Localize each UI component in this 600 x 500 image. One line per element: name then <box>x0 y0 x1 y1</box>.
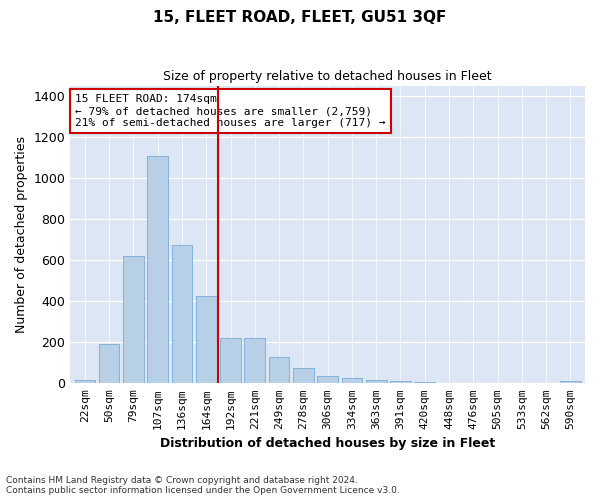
Y-axis label: Number of detached properties: Number of detached properties <box>15 136 28 333</box>
Title: Size of property relative to detached houses in Fleet: Size of property relative to detached ho… <box>163 70 492 83</box>
X-axis label: Distribution of detached houses by size in Fleet: Distribution of detached houses by size … <box>160 437 495 450</box>
Bar <box>269 356 289 384</box>
Bar <box>220 338 241 384</box>
Bar <box>366 380 386 384</box>
Bar <box>390 382 411 384</box>
Text: Contains HM Land Registry data © Crown copyright and database right 2024.
Contai: Contains HM Land Registry data © Crown c… <box>6 476 400 495</box>
Text: 15, FLEET ROAD, FLEET, GU51 3QF: 15, FLEET ROAD, FLEET, GU51 3QF <box>154 10 446 25</box>
Text: 15 FLEET ROAD: 174sqm
← 79% of detached houses are smaller (2,759)
21% of semi-d: 15 FLEET ROAD: 174sqm ← 79% of detached … <box>76 94 386 128</box>
Bar <box>293 368 314 384</box>
Bar <box>317 376 338 384</box>
Bar <box>172 244 192 384</box>
Bar <box>148 156 168 384</box>
Bar <box>560 381 581 384</box>
Bar <box>244 338 265 384</box>
Bar <box>99 344 119 384</box>
Bar <box>74 380 95 384</box>
Bar <box>196 296 217 384</box>
Bar <box>415 382 435 384</box>
Bar <box>123 256 144 384</box>
Bar <box>341 378 362 384</box>
